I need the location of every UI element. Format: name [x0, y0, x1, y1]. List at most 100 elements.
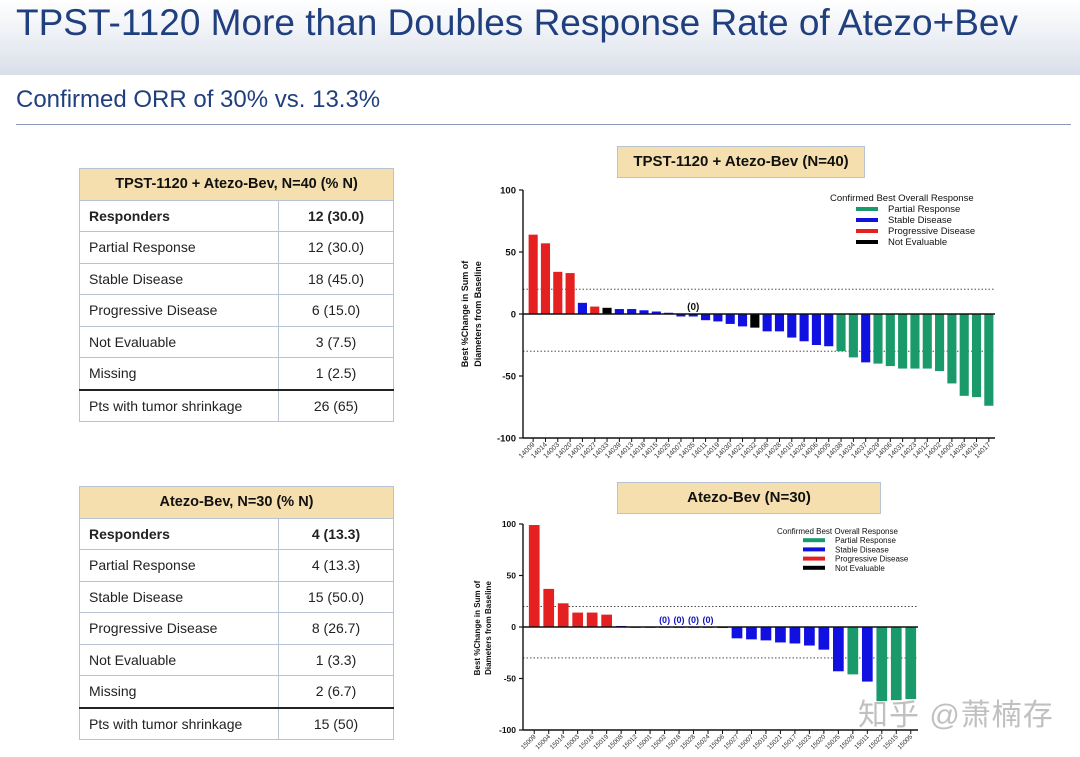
y-tick-label: 100 — [502, 519, 516, 529]
x-tick-label: 15018 — [665, 733, 683, 751]
zero-annotation: (0) — [703, 615, 714, 625]
bar — [540, 243, 551, 314]
x-tick-label: 15009 — [520, 733, 538, 751]
table-header: Atezo-Bev, N=30 (% N) — [79, 486, 394, 519]
bar — [543, 588, 555, 627]
row-value: 15 (50) — [278, 706, 394, 740]
bar — [787, 314, 797, 338]
bar — [876, 627, 888, 702]
bar — [861, 314, 871, 363]
legend-label: Not Evaluable — [835, 564, 885, 573]
bar — [651, 311, 661, 314]
legend-swatch — [856, 240, 878, 244]
bar — [890, 627, 902, 701]
y-axis-label: Diameters from Baseline — [484, 581, 493, 675]
x-tick-label: 15003 — [563, 733, 581, 751]
bar — [789, 627, 801, 644]
y-tick-label: 0 — [511, 622, 516, 632]
x-tick-label: 15001 — [636, 733, 654, 751]
legend-title: Confirmed Best Overall Response — [830, 193, 974, 204]
bar — [586, 612, 598, 627]
bar — [528, 234, 538, 314]
bar — [601, 614, 613, 627]
row-label: Missing — [79, 675, 279, 708]
x-tick-label: 15025 — [824, 733, 842, 751]
row-value: 12 (30.0) — [278, 199, 394, 232]
x-tick-label: 15008 — [607, 733, 625, 751]
legend-label: Progressive Disease — [835, 555, 909, 564]
bar — [565, 273, 575, 314]
bar — [935, 314, 945, 372]
bar — [746, 627, 757, 640]
bar — [818, 627, 830, 650]
bar — [701, 314, 711, 321]
bar — [799, 314, 809, 342]
x-tick-label: 15023 — [795, 733, 813, 751]
bar — [922, 314, 932, 369]
bar — [760, 627, 772, 641]
row-label: Not Evaluable — [79, 325, 279, 358]
x-tick-label: 15006 — [708, 733, 726, 751]
row-value: 1 (2.5) — [278, 357, 394, 390]
chart-title-atezo-bev: Atezo-Bev (N=30) — [617, 482, 881, 514]
bar — [836, 314, 846, 352]
bar — [959, 314, 969, 396]
row-label: Pts with tumor shrinkage — [79, 388, 279, 422]
bar — [688, 314, 698, 317]
zero-annotation: (0) — [688, 615, 699, 625]
legend-label: Stable Disease — [888, 215, 952, 226]
legend-label: Progressive Disease — [888, 226, 975, 237]
row-value: 12 (30.0) — [278, 231, 394, 264]
bar — [898, 314, 908, 369]
row-value: 4 (13.3) — [278, 517, 394, 550]
bar — [811, 314, 821, 345]
row-label: Partial Response — [79, 549, 279, 582]
x-tick-label: 15015 — [882, 733, 900, 751]
x-tick-label: 15020 — [810, 733, 828, 751]
bar — [731, 627, 743, 639]
slide-subtitle: Confirmed ORR of 30% vs. 13.3% — [16, 86, 381, 113]
row-label: Responders — [79, 199, 279, 232]
zero-annotation: (0) — [674, 615, 685, 625]
row-value: 3 (7.5) — [278, 325, 394, 358]
watermark: 知乎 @萧楠存 — [858, 699, 1054, 732]
bar — [590, 306, 600, 314]
x-tick-label: 15026 — [839, 733, 857, 751]
row-label: Pts with tumor shrinkage — [79, 706, 279, 740]
y-tick-label: 100 — [500, 185, 516, 196]
row-value: 2 (6.7) — [278, 675, 394, 708]
table-row: Not Evaluable 3 (7.5) — [79, 325, 394, 358]
x-tick-label: 15027 — [723, 733, 741, 751]
table-row: Not Evaluable 1 (3.3) — [79, 643, 394, 676]
bar — [750, 314, 760, 328]
legend-swatch — [803, 547, 825, 552]
row-value: 18 (45.0) — [278, 262, 394, 295]
x-tick-label: 15016 — [578, 733, 596, 751]
slide-title: TPST-1120 More than Doubles Response Rat… — [16, 2, 1018, 43]
x-tick-label: 15024 — [694, 733, 712, 751]
table-row: Progressive Disease 8 (26.7) — [79, 612, 394, 645]
table-row: Responders 4 (13.3) — [79, 517, 394, 550]
y-tick-label: -100 — [497, 433, 516, 444]
bar — [713, 314, 723, 322]
title-band — [0, 0, 1080, 75]
y-tick-label: -100 — [499, 725, 516, 735]
row-value: 4 (13.3) — [278, 549, 394, 582]
table-row: Pts with tumor shrinkage 15 (50) — [79, 706, 394, 740]
x-tick-label: 15021 — [766, 733, 784, 751]
zero-annotation: (0) — [659, 615, 670, 625]
bar — [676, 314, 686, 317]
legend-label: Stable Disease — [835, 545, 889, 554]
legend-swatch — [803, 565, 825, 570]
bar — [528, 525, 540, 627]
summary-table-tpst: TPST-1120 + Atezo-Bev, N=40 (% N) Respon… — [79, 168, 394, 422]
y-axis-label: Best %Change in Sum of — [473, 580, 482, 675]
subtitle-divider — [16, 124, 1071, 125]
bar — [971, 314, 982, 398]
table-row: Missing 2 (6.7) — [79, 675, 394, 708]
table-row: Partial Response 12 (30.0) — [79, 231, 394, 264]
bar — [804, 627, 815, 646]
bar — [762, 314, 772, 332]
zero-annotation: (0) — [687, 302, 699, 313]
